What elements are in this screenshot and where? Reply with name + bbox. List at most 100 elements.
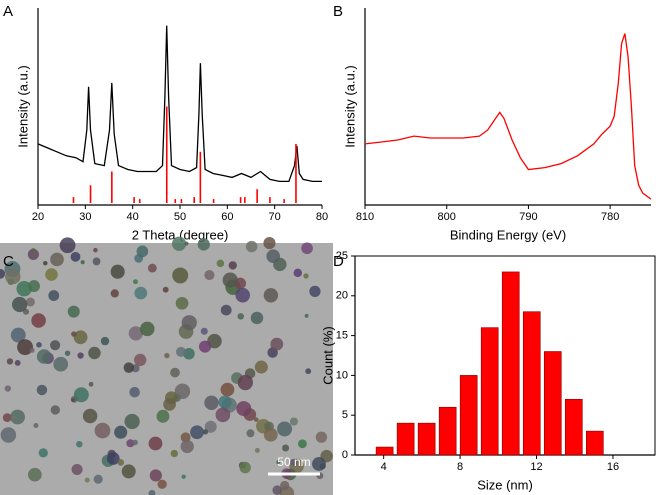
particle [253,417,259,422]
panel-label: A [3,3,13,20]
particle [277,421,293,437]
particle [204,395,219,411]
particle [70,251,81,262]
particle [0,427,17,443]
particle [200,327,208,335]
particle [59,237,76,254]
particle [180,439,194,454]
particle [114,425,128,439]
particle [190,425,204,440]
panel-label: D [333,253,344,270]
histogram-bar [564,398,583,456]
particle [298,439,307,449]
particle [50,252,64,267]
particle [239,461,251,474]
y-axis-title: Intensity (a.u.) [15,65,30,147]
particle [77,352,84,359]
y-tick-label: 20 [336,290,348,302]
x-tick-label: 80 [316,211,328,223]
particle [2,413,12,422]
particle [250,311,264,325]
particle [140,321,155,337]
particle [207,333,222,349]
scale-bar-label: 50 nm [277,455,310,469]
panel-label: B [333,3,343,20]
x-tick-label: 8 [457,461,463,473]
particle [134,353,147,367]
particle [84,477,90,483]
particle [0,269,6,279]
particle [4,385,11,392]
particle [14,360,21,366]
particle [156,409,170,423]
particle [282,444,290,452]
particle [129,386,140,398]
particle [304,313,309,318]
particle [11,415,16,420]
particle [64,350,71,356]
x-tick-label: 70 [269,211,281,223]
x-tick-label: 810 [356,211,374,223]
x-tick-label: 50 [174,211,186,223]
particle [45,268,58,281]
particle [245,240,258,253]
particle [147,263,157,273]
particle [172,267,189,284]
spectrum-line [364,33,652,200]
particle [28,280,40,293]
particle [266,249,281,263]
particle [280,480,290,491]
histogram-bar [417,422,436,456]
particle [82,408,98,424]
x-tick-label: 4 [381,461,387,473]
particle [48,290,60,302]
particle [204,269,215,281]
x-tick-label: 16 [607,461,619,473]
particle [94,422,111,439]
particle [123,362,135,373]
y-tick-label: 0 [342,449,348,461]
particle [263,237,276,250]
particle [293,268,303,278]
particle [175,346,187,357]
particle [175,296,189,310]
particle [132,279,138,285]
histogram-bar [480,327,499,456]
particle [71,397,76,403]
y-axis-title: Count (%) [320,326,335,385]
x-tick-label: 40 [127,211,139,223]
particle [236,401,252,417]
particle [10,327,26,343]
particle [53,356,69,372]
particle [198,340,212,353]
particle [128,326,143,341]
x-tick-label: 800 [438,211,456,223]
particle [309,285,321,298]
particle [10,409,26,425]
particle [67,305,80,318]
particle [263,288,279,303]
particle [164,352,170,359]
y-tick-label: 5 [342,409,348,421]
particle [254,360,268,374]
x-tick-label: 60 [221,211,233,223]
particle [162,286,169,293]
particle [93,474,103,484]
particle [305,368,312,375]
particle [270,337,284,351]
histogram-bar [522,311,541,456]
particle [220,304,232,316]
particle [36,349,52,364]
particle [106,452,120,465]
y-tick-label: 25 [336,250,348,262]
particle [215,407,231,423]
spectrum-line [37,25,322,183]
particle [157,479,167,489]
particle [27,248,39,261]
particle [246,429,255,438]
particle [88,346,101,360]
particle [235,287,250,303]
particle [163,397,176,411]
particle [237,374,253,391]
